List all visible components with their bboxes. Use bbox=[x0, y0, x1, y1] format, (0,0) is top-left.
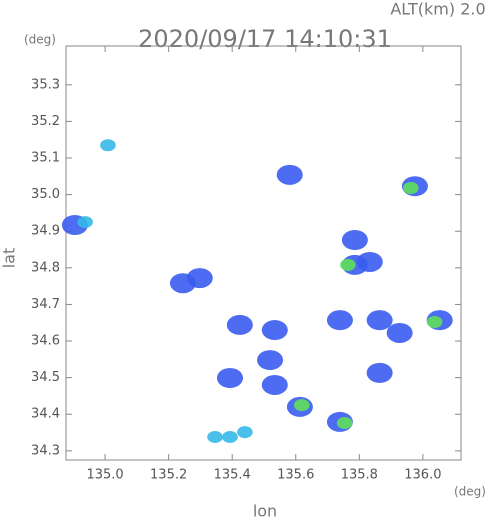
y-tick-label: 34.8 bbox=[31, 260, 60, 275]
y-tick-label: 34.4 bbox=[31, 407, 60, 422]
x-tick-label: 135.0 bbox=[86, 468, 123, 483]
echo-cell bbox=[216, 368, 243, 389]
echo-cell bbox=[366, 310, 393, 331]
echo-cell bbox=[402, 182, 419, 195]
echo-cell bbox=[341, 230, 368, 251]
echo-cell bbox=[257, 350, 284, 371]
y-tick-label: 34.9 bbox=[31, 224, 60, 239]
echo-cell bbox=[100, 139, 116, 152]
y-tick-label: 34.7 bbox=[31, 297, 60, 312]
y-tick-label: 35.1 bbox=[31, 151, 60, 166]
y-axis-label: lat bbox=[0, 248, 19, 269]
x-unit: (deg) bbox=[454, 485, 486, 499]
echo-cell bbox=[340, 258, 356, 271]
chart-subtitle: ALT(km) 2.0 bbox=[390, 0, 485, 19]
echo-cell bbox=[226, 314, 253, 335]
x-axis-label: lon bbox=[253, 502, 277, 521]
y-tick-label: 34.3 bbox=[31, 443, 60, 458]
echo-cell bbox=[261, 374, 288, 395]
y-tick-label: 35.0 bbox=[31, 187, 60, 202]
x-tick-label: 135.2 bbox=[150, 468, 187, 483]
plot-frame bbox=[65, 45, 462, 461]
echo-cell bbox=[356, 251, 383, 272]
echo-cell bbox=[261, 320, 288, 341]
echo-cell bbox=[207, 430, 223, 443]
y-tick-label: 34.6 bbox=[31, 334, 60, 349]
x-tick-label: 135.8 bbox=[341, 468, 378, 483]
x-tick-label: 135.4 bbox=[214, 468, 251, 483]
echo-cell bbox=[186, 268, 213, 289]
echo-cell bbox=[293, 399, 310, 412]
echo-cell bbox=[336, 417, 353, 430]
x-tick-label: 136.0 bbox=[404, 468, 441, 483]
y-tick-label: 34.5 bbox=[31, 370, 60, 385]
y-tick-label: 35.3 bbox=[31, 77, 60, 92]
echo-cell bbox=[77, 216, 93, 229]
echo-cell bbox=[366, 362, 393, 383]
echo-cell bbox=[386, 322, 413, 343]
echo-cell bbox=[276, 164, 303, 185]
echo-cell bbox=[237, 426, 253, 439]
x-tick-label: 135.6 bbox=[277, 468, 314, 483]
chart-title: 2020/09/17 14:10:31 bbox=[138, 25, 392, 53]
y-tick-label: 35.2 bbox=[31, 114, 60, 129]
echo-cell bbox=[326, 310, 353, 331]
echo-cell bbox=[426, 316, 443, 328]
echo-cell bbox=[222, 430, 238, 443]
y-unit: (deg) bbox=[24, 33, 56, 47]
